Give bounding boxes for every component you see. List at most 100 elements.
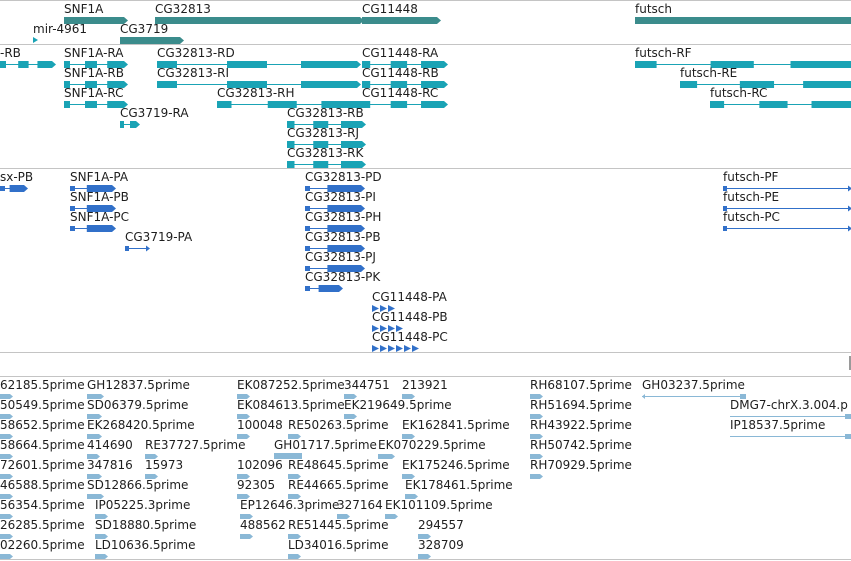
feature-glyph: [87, 394, 104, 399]
feature-glyph: [288, 494, 301, 499]
feature-glyph: [64, 17, 128, 24]
feature-label: RH68107.5prime: [530, 378, 632, 392]
feature-label: futsch-PF: [723, 170, 779, 184]
feature-glyph: [0, 554, 13, 559]
feature-label: EK070229.5prime: [378, 438, 486, 452]
feature-glyph: [240, 514, 253, 519]
feature-glyph: [405, 494, 418, 499]
feature-glyph: [288, 474, 301, 479]
feature-label: CG11448-PC: [372, 330, 448, 344]
feature-label: 02260.5prime: [0, 538, 85, 552]
feature-label: SNF1A-RA: [64, 46, 124, 60]
feature-label: 328709: [418, 538, 464, 552]
feature-glyph: [0, 61, 56, 68]
feature-glyph: [530, 414, 543, 419]
feature-label: CG32813-PD: [305, 170, 382, 184]
feature-label: CG11448-PB: [372, 310, 448, 324]
feature-glyph: [402, 394, 415, 399]
feature-glyph: [402, 434, 415, 439]
feature-label: EK084613.5prime: [237, 398, 345, 412]
feature-glyph: [287, 161, 366, 168]
feature-glyph: [0, 534, 13, 539]
feature-glyph: [95, 514, 108, 519]
feature-label: SD12866.5prime: [87, 478, 189, 492]
feature-label: CG32813-RH: [217, 86, 295, 100]
feature-label: EK178461.5prime: [405, 478, 513, 492]
feature-glyph: [288, 554, 301, 559]
feature-label: futsch-RF: [635, 46, 692, 60]
feature-glyph: [288, 534, 301, 539]
feature-glyph: [237, 434, 250, 439]
feature-label: LD10636.5prime: [95, 538, 196, 552]
feature-label: RH51694.5prime: [530, 398, 632, 412]
feature-label: EK087252.5prime: [237, 378, 345, 392]
feature-glyph: [0, 434, 13, 439]
feature-glyph: [70, 185, 116, 192]
feature-glyph: [372, 305, 395, 312]
feature-glyph: [337, 514, 350, 519]
feature-label: RE48645.5prime: [288, 458, 389, 472]
feature-label: CG32813-PH: [305, 210, 382, 224]
feature-glyph: [64, 61, 128, 68]
feature-label: futsch-PC: [723, 210, 780, 224]
feature-glyph: [0, 414, 13, 419]
feature-label: RE51445.5prime: [288, 518, 389, 532]
feature-label: 347816: [87, 458, 133, 472]
feature-glyph: [95, 534, 108, 539]
feature-label: 213921: [402, 378, 448, 392]
feature-label: CG3719-PA: [125, 230, 193, 244]
track-divider: [0, 352, 851, 353]
feature-label: IP05225.3prime: [95, 498, 191, 512]
feature-glyph: [95, 554, 108, 559]
track-scroll-marker[interactable]: [849, 356, 851, 370]
feature-label: CG3719-RA: [120, 106, 189, 120]
track-divider: [0, 376, 851, 377]
feature-label: CG32813-PB: [305, 230, 381, 244]
feature-glyph: [680, 81, 851, 88]
feature-label: SNF1A-RC: [64, 86, 124, 100]
feature-label: SNF1A-PC: [70, 210, 130, 224]
feature-glyph: [362, 17, 441, 24]
track-divider: [0, 168, 851, 169]
feature-glyph: [0, 394, 13, 399]
feature-label: CG32813-PJ: [305, 250, 376, 264]
feature-label: GH12837.5prime: [87, 378, 190, 392]
feature-glyph: [125, 245, 150, 252]
feature-glyph: [723, 185, 851, 192]
feature-glyph: [0, 494, 13, 499]
feature-label: futsch: [635, 2, 672, 16]
feature-glyph: [145, 454, 158, 459]
feature-glyph: [418, 554, 431, 559]
feature-label: 15973: [145, 458, 184, 472]
feature-label: CG32813-RB: [287, 106, 364, 120]
feature-glyph: [120, 37, 184, 44]
feature-glyph: [237, 394, 250, 399]
feature-label: 414690: [87, 438, 133, 452]
feature-glyph: [0, 185, 28, 192]
feature-glyph: [723, 225, 851, 232]
feature-glyph: [305, 245, 365, 252]
feature-label: 294557: [418, 518, 464, 532]
feature-glyph: [530, 434, 543, 439]
feature-glyph: [418, 534, 431, 539]
feature-label: DMG7-chrX.3.004.p: [730, 398, 848, 412]
feature-label: 58664.5prime: [0, 438, 85, 452]
feature-glyph: [145, 474, 158, 479]
track-divider: [0, 559, 851, 560]
feature-label: IP18537.5prime: [730, 418, 826, 432]
feature-label: LD34016.5prime: [288, 538, 389, 552]
feature-glyph: [710, 101, 851, 108]
feature-glyph: [87, 434, 102, 439]
feature-label: CG11448-RA: [362, 46, 439, 60]
feature-glyph: [385, 514, 398, 519]
feature-glyph: [305, 285, 343, 292]
feature-glyph: [344, 394, 357, 399]
feature-glyph: [305, 205, 365, 212]
feature-label: futsch-PE: [723, 190, 780, 204]
feature-label: 72601.5prime: [0, 458, 85, 472]
feature-label: 92305: [237, 478, 276, 492]
feature-label: RH43922.5prime: [530, 418, 632, 432]
feature-label: CG11448-RB: [362, 66, 439, 80]
feature-glyph: [402, 474, 415, 479]
feature-glyph: [64, 81, 128, 88]
